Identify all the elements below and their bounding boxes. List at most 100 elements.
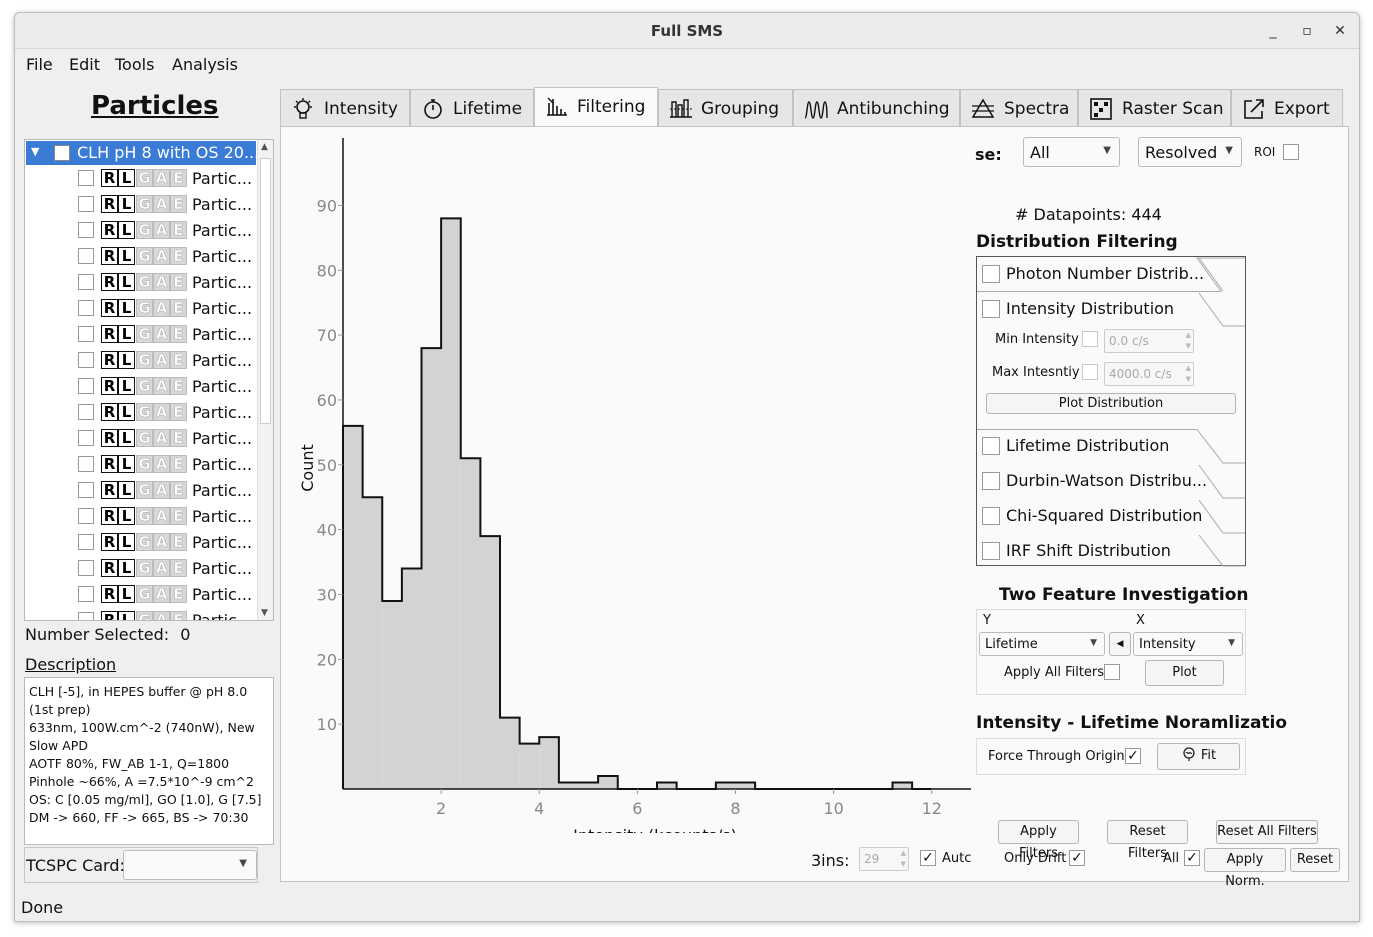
- tree-particle-row[interactable]: R L G A E Partic...: [25, 608, 257, 620]
- scroll-up-icon[interactable]: ▲: [261, 142, 268, 152]
- tree-particle-row[interactable]: R L G A E Partic...: [25, 166, 257, 192]
- chi-squared-distribution-item[interactable]: Chi-Squared Distribution: [977, 499, 1245, 534]
- tree-particle-row[interactable]: R L G A E Partic...: [25, 556, 257, 582]
- particle-checkbox[interactable]: [78, 560, 94, 576]
- particle-checkbox[interactable]: [78, 508, 94, 524]
- tab-lifetime[interactable]: Lifetime: [410, 89, 534, 127]
- use-combo[interactable]: All ▼: [1023, 137, 1120, 167]
- tab-export[interactable]: Export: [1231, 89, 1343, 127]
- tree-particle-row[interactable]: R L G A E Partic...: [25, 218, 257, 244]
- only-drift-checkbox[interactable]: ✓: [1069, 850, 1085, 866]
- max-intensity-checkbox[interactable]: [1082, 364, 1098, 380]
- tab-raster-scan[interactable]: Raster Scan: [1078, 89, 1231, 127]
- tab-intensity[interactable]: Intensity: [280, 89, 410, 127]
- tree-particle-row[interactable]: R L G A E Partic...: [25, 478, 257, 504]
- tree-particle-row[interactable]: R L G A E Partic...: [25, 322, 257, 348]
- all-checkbox[interactable]: ✓: [1184, 850, 1200, 866]
- apply-filters-button[interactable]: Apply Filters: [998, 820, 1079, 861]
- tab-grouping[interactable]: Grouping: [658, 89, 793, 127]
- particle-checkbox[interactable]: [78, 248, 94, 264]
- scroll-down-icon[interactable]: ▼: [261, 608, 268, 618]
- tree-particle-row[interactable]: R L G A E Partic...: [25, 530, 257, 556]
- photon-number-checkbox[interactable]: [982, 265, 1000, 283]
- close-button[interactable]: ✕: [1334, 23, 1346, 39]
- tree-particle-row[interactable]: R L G A E Partic...: [25, 504, 257, 530]
- particle-checkbox[interactable]: [78, 482, 94, 498]
- fit-button[interactable]: Fit: [1157, 743, 1240, 770]
- menu-edit[interactable]: Edit: [69, 55, 100, 74]
- expand-arrow-icon[interactable]: ▼: [31, 145, 40, 158]
- tree-particle-row[interactable]: R L G A E Partic...: [25, 192, 257, 218]
- intensity-distribution-item[interactable]: Intensity Distribution: [977, 292, 1245, 327]
- particle-checkbox[interactable]: [78, 430, 94, 446]
- maximize-button[interactable]: ▫: [1302, 23, 1312, 39]
- particle-checkbox[interactable]: [78, 300, 94, 316]
- tab-filtering[interactable]: Filtering: [534, 87, 658, 128]
- tab-antibunching[interactable]: Antibunching: [793, 89, 960, 127]
- bins-spinbox[interactable]: 29 ▲ ▼: [859, 847, 909, 871]
- min-intensity-checkbox[interactable]: [1082, 331, 1098, 347]
- plot-distribution-button[interactable]: Plot Distribution: [986, 393, 1236, 414]
- irf-shift-checkbox[interactable]: [982, 542, 1000, 560]
- particle-checkbox[interactable]: [78, 274, 94, 290]
- spin-down-icon[interactable]: ▼: [1185, 342, 1191, 350]
- tree-particle-row[interactable]: R L G A E Partic...: [25, 400, 257, 426]
- menu-analysis[interactable]: Analysis: [172, 55, 238, 74]
- resolved-combo[interactable]: Resolved ▼: [1138, 137, 1242, 167]
- apply-all-filters-checkbox[interactable]: [1104, 664, 1120, 680]
- particle-checkbox[interactable]: [78, 378, 94, 394]
- lifetime-distribution-item[interactable]: Lifetime Distribution: [977, 429, 1245, 464]
- particle-checkbox[interactable]: [78, 170, 94, 186]
- particle-checkbox[interactable]: [78, 534, 94, 550]
- auto-bins-checkbox[interactable]: ✓: [920, 850, 936, 866]
- particle-checkbox[interactable]: [78, 404, 94, 420]
- tree-root-item[interactable]: ▼ CLH pH 8 with OS 20...: [26, 141, 259, 165]
- reset-filters-button[interactable]: Reset Filters: [1107, 820, 1188, 861]
- tree-particle-row[interactable]: R L G A E Partic...: [25, 244, 257, 270]
- reset-all-filters-button[interactable]: Reset All Filters: [1216, 820, 1318, 844]
- minimize-button[interactable]: _: [1269, 23, 1277, 39]
- spin-down-icon[interactable]: ▼: [900, 860, 906, 868]
- tab-spectra[interactable]: Spectra: [960, 89, 1078, 127]
- durbin-watson-checkbox[interactable]: [982, 472, 1000, 490]
- irf-shift-distribution-item[interactable]: IRF Shift Distribution: [977, 534, 1245, 569]
- chi-squared-checkbox[interactable]: [982, 507, 1000, 525]
- intensity-distribution-checkbox[interactable]: [982, 300, 1000, 318]
- particle-checkbox[interactable]: [78, 326, 94, 342]
- particle-checkbox[interactable]: [78, 352, 94, 368]
- menu-tools[interactable]: Tools: [115, 55, 155, 74]
- spin-up-icon[interactable]: ▲: [1185, 331, 1191, 339]
- tree-scrollbar[interactable]: ▲ ▼: [257, 140, 273, 620]
- tree-particle-row[interactable]: R L G A E Partic...: [25, 452, 257, 478]
- intensity-histogram[interactable]: 10 20 30 40 50 60 70 80 90 2 4 6 8 10 12 Intensity (kco…: [283, 133, 971, 833]
- lifetime-distribution-checkbox[interactable]: [982, 437, 1000, 455]
- y-feature-combo[interactable]: Lifetime ▼: [979, 632, 1105, 656]
- particle-checkbox[interactable]: [78, 456, 94, 472]
- min-intensity-spinbox[interactable]: 0.0 c/s ▲ ▼: [1104, 329, 1194, 353]
- tcspc-card-select[interactable]: ▼: [123, 850, 257, 880]
- particle-tree[interactable]: ▼ CLH pH 8 with OS 20... R L G A E Partic... R…: [24, 139, 274, 621]
- roi-checkbox[interactable]: [1283, 144, 1299, 160]
- durbin-watson-distribution-item[interactable]: Durbin-Watson Distribu...: [977, 464, 1245, 499]
- tree-particle-row[interactable]: R L G A E Partic...: [25, 426, 257, 452]
- particle-checkbox[interactable]: [78, 222, 94, 238]
- root-checkbox[interactable]: [54, 145, 70, 161]
- description-text[interactable]: CLH [-5], in HEPES buffer @ pH 8.0 (1st …: [24, 677, 274, 845]
- tree-particle-row[interactable]: R L G A E Partic...: [25, 270, 257, 296]
- menu-file[interactable]: File: [26, 55, 53, 74]
- scroll-thumb[interactable]: [260, 158, 271, 424]
- spin-down-icon[interactable]: ▼: [1185, 375, 1191, 383]
- photon-number-distribution-item[interactable]: Photon Number Distrib...: [977, 257, 1245, 292]
- particle-checkbox[interactable]: [78, 586, 94, 602]
- reset-norm-button[interactable]: Reset: [1290, 848, 1340, 872]
- tree-particle-row[interactable]: R L G A E Partic...: [25, 374, 257, 400]
- tree-particle-row[interactable]: R L G A E Partic...: [25, 348, 257, 374]
- particle-checkbox[interactable]: [78, 196, 94, 212]
- plot-button[interactable]: Plot: [1145, 660, 1224, 686]
- apply-norm-button[interactable]: Apply Norm.: [1204, 848, 1286, 889]
- max-intensity-spinbox[interactable]: 4000.0 c/s ▲ ▼: [1104, 362, 1194, 386]
- spin-up-icon[interactable]: ▲: [900, 849, 906, 857]
- spin-up-icon[interactable]: ▲: [1185, 364, 1191, 372]
- x-feature-combo[interactable]: Intensity ▼: [1133, 632, 1243, 656]
- tree-particle-row[interactable]: R L G A E Partic...: [25, 582, 257, 608]
